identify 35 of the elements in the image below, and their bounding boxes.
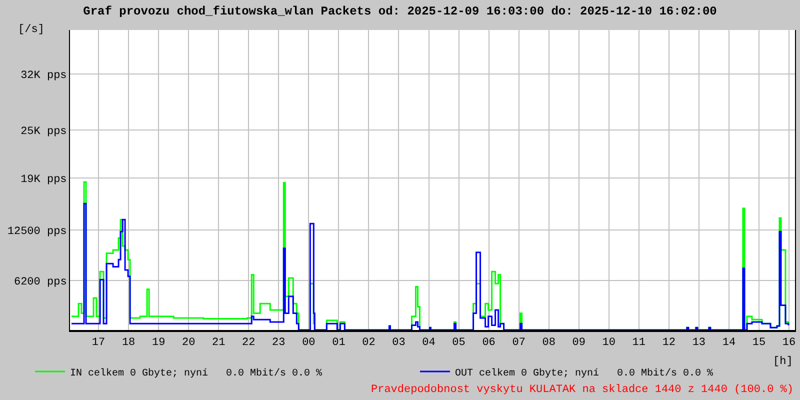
x-tick-label: 21 bbox=[212, 337, 226, 350]
x-tick-label: 03 bbox=[392, 337, 406, 350]
legend-label: OUT celkem 0 Gbyte; nyní 0.0 Mbit/s 0.0 % bbox=[455, 367, 714, 380]
x-tick-label: 01 bbox=[332, 337, 346, 350]
x-tick-label: 02 bbox=[362, 337, 376, 350]
x-tick-label: 19 bbox=[152, 337, 166, 350]
y-tick-label: 12500 pps bbox=[7, 226, 67, 238]
x-tick-label: 20 bbox=[182, 337, 196, 350]
x-tick-label: 11 bbox=[632, 337, 646, 350]
x-tick-label: 08 bbox=[542, 337, 556, 350]
x-tick-label: 13 bbox=[692, 337, 706, 350]
x-tick-label: 10 bbox=[602, 337, 616, 350]
x-tick-label: 17 bbox=[92, 337, 106, 350]
y-tick-label: 6200 pps bbox=[14, 276, 67, 288]
y-tick-label: 25K pps bbox=[20, 126, 67, 138]
x-tick-label: 00 bbox=[302, 337, 316, 350]
x-tick-label: 16 bbox=[782, 337, 796, 350]
x-tick-label: 12 bbox=[662, 337, 676, 350]
chart-title: Graf provozu chod_fiutowska_wlan Packets od: 2025-12-09 16:03:00 do: 2025-12-10 16:02:00 bbox=[83, 4, 717, 18]
x-tick-label: 04 bbox=[422, 337, 436, 350]
x-tick-label: 23 bbox=[272, 337, 286, 350]
y-axis-title: [/s] bbox=[18, 24, 44, 36]
x-tick-label: 09 bbox=[572, 337, 586, 350]
legend-label: IN celkem 0 Gbyte; nyní 0.0 Mbit/s 0.0 % bbox=[70, 367, 322, 380]
y-tick-label: 19K pps bbox=[20, 174, 67, 186]
x-tick-label: 05 bbox=[452, 337, 466, 350]
x-tick-label: 14 bbox=[722, 337, 736, 350]
y-tick-label: 32K pps bbox=[20, 70, 67, 82]
x-tick-label: 06 bbox=[482, 337, 496, 350]
x-axis-title: [h] bbox=[773, 356, 793, 368]
x-tick-label: 18 bbox=[122, 337, 136, 350]
x-tick-label: 22 bbox=[242, 337, 256, 350]
x-tick-label: 15 bbox=[752, 337, 766, 350]
x-tick-label: 07 bbox=[512, 337, 526, 350]
text: Pravdepodobnost vyskytu KULATAK na skladce 1440 z 1440 (100.0 %) bbox=[371, 384, 794, 396]
